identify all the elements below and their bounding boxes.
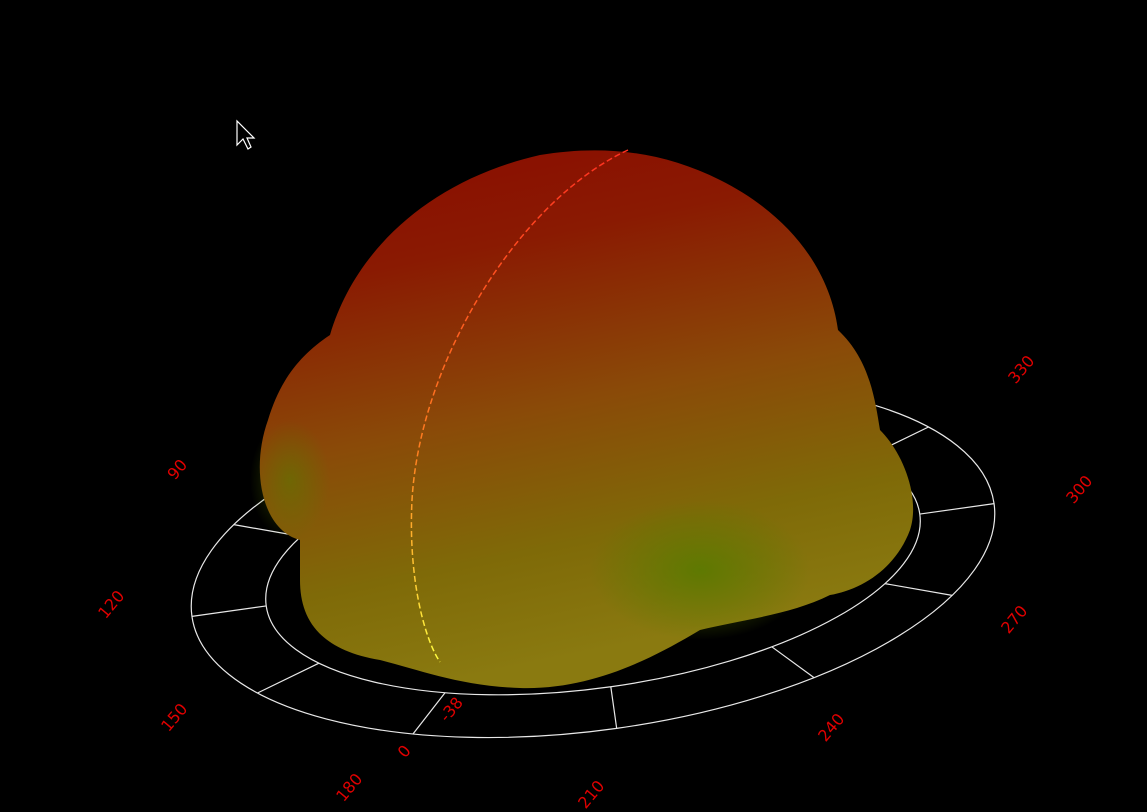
spoke bbox=[191, 605, 267, 617]
spoke bbox=[771, 646, 815, 679]
mouse-cursor bbox=[236, 119, 256, 150]
axis-label: 330 bbox=[1004, 352, 1038, 388]
surface-shading bbox=[250, 420, 330, 540]
axis-label: 180 bbox=[332, 770, 366, 806]
spoke bbox=[257, 662, 320, 694]
spoke bbox=[412, 692, 446, 735]
cut-plane-arc bbox=[410, 149, 629, 663]
axis-label: 150 bbox=[157, 700, 191, 736]
spoke bbox=[919, 503, 995, 515]
axis-label: 240 bbox=[814, 710, 848, 746]
axis-label: 300 bbox=[1062, 472, 1096, 508]
spoke bbox=[610, 686, 618, 729]
spoke bbox=[884, 583, 953, 596]
axis-label: 210 bbox=[574, 777, 608, 812]
radiation-pattern-surface bbox=[259, 150, 914, 689]
axis-label: 90 bbox=[163, 455, 191, 483]
axis-label: 0 bbox=[394, 741, 415, 761]
axis-label: 120 bbox=[94, 587, 128, 623]
surface-shading bbox=[590, 500, 810, 640]
axis-label: 270 bbox=[997, 602, 1031, 638]
